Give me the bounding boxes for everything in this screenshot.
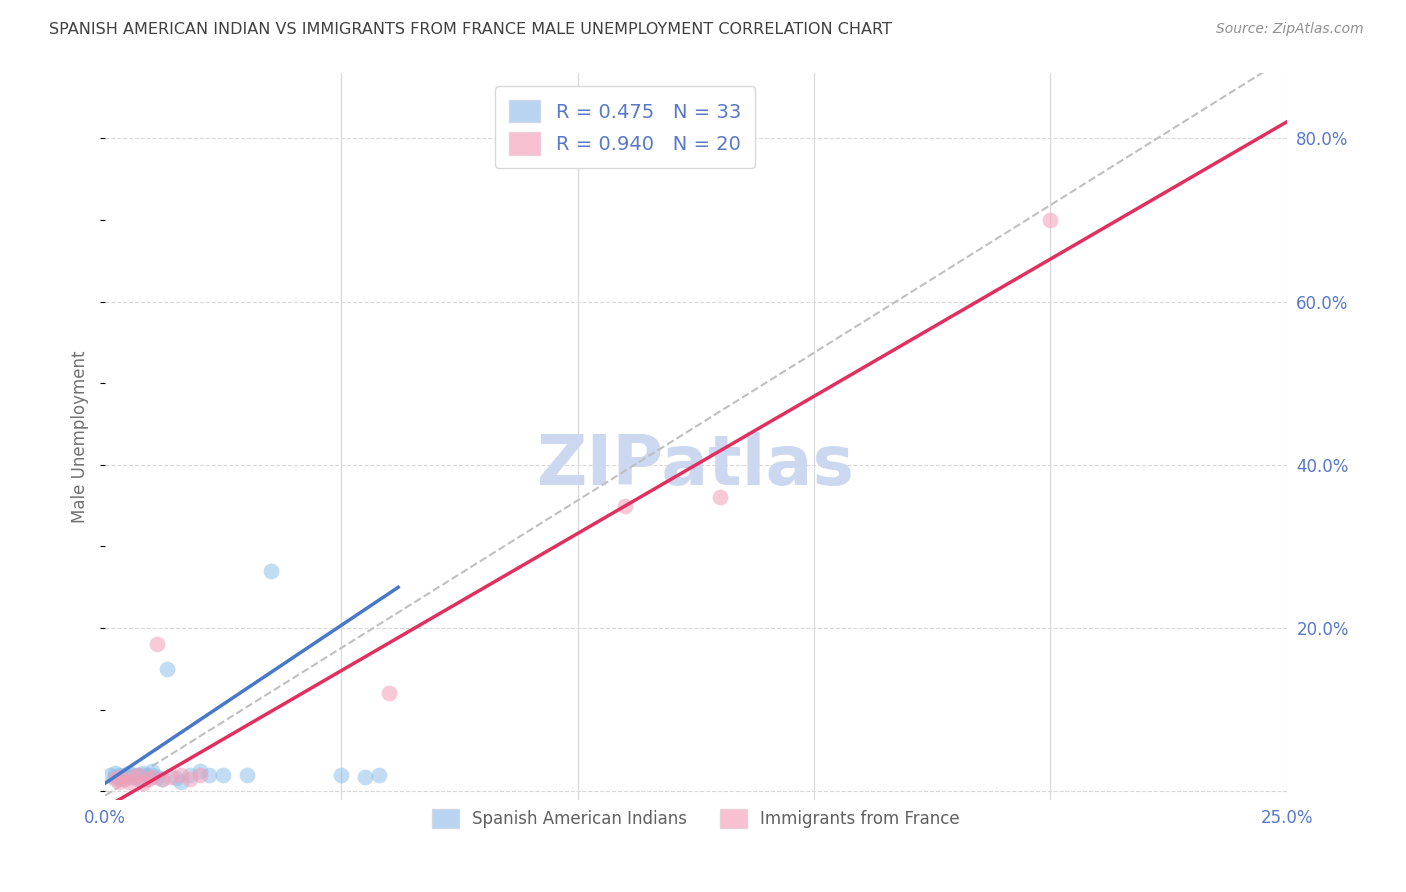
Point <box>179 772 201 786</box>
Point <box>188 764 211 778</box>
Text: Source: ZipAtlas.com: Source: ZipAtlas.com <box>1216 22 1364 37</box>
Point <box>108 774 131 789</box>
Point <box>122 770 145 784</box>
Point <box>122 768 145 782</box>
Point <box>136 770 159 784</box>
Point <box>330 768 353 782</box>
Point <box>188 768 211 782</box>
Point <box>127 772 149 786</box>
Point <box>1039 213 1062 227</box>
Point <box>108 768 131 782</box>
Point <box>118 770 141 784</box>
Point <box>160 770 183 784</box>
Point <box>118 766 141 780</box>
Point <box>170 768 193 782</box>
Point <box>212 768 235 782</box>
Point <box>141 768 163 782</box>
Y-axis label: Male Unemployment: Male Unemployment <box>72 350 89 523</box>
Point <box>104 770 127 784</box>
Point <box>98 768 121 782</box>
Point <box>150 772 173 786</box>
Point <box>127 768 149 782</box>
Point <box>368 768 391 782</box>
Point <box>354 770 377 784</box>
Point <box>259 564 281 578</box>
Point <box>146 637 169 651</box>
Point <box>141 770 163 784</box>
Point <box>198 768 221 782</box>
Point <box>132 768 155 782</box>
Point <box>104 766 127 780</box>
Point <box>132 776 155 790</box>
Point <box>709 491 731 505</box>
Point <box>377 686 399 700</box>
Point <box>104 772 127 786</box>
Point <box>112 772 135 786</box>
Point <box>118 774 141 789</box>
Point <box>146 771 169 785</box>
Legend: Spanish American Indians, Immigrants from France: Spanish American Indians, Immigrants fro… <box>425 802 966 835</box>
Point <box>108 770 131 784</box>
Point <box>179 768 201 782</box>
Point <box>170 774 193 789</box>
Point <box>156 662 179 676</box>
Point <box>614 499 637 513</box>
Point <box>122 770 145 784</box>
Point <box>108 772 131 786</box>
Text: SPANISH AMERICAN INDIAN VS IMMIGRANTS FROM FRANCE MALE UNEMPLOYMENT CORRELATION : SPANISH AMERICAN INDIAN VS IMMIGRANTS FR… <box>49 22 891 37</box>
Point <box>112 768 135 782</box>
Point <box>127 768 149 782</box>
Point <box>112 772 135 786</box>
Text: ZIPatlas: ZIPatlas <box>537 432 855 499</box>
Point <box>108 770 131 784</box>
Point <box>136 772 159 786</box>
Point <box>236 768 259 782</box>
Point <box>141 764 163 778</box>
Point <box>132 766 155 780</box>
Point <box>150 772 173 786</box>
Point <box>165 772 187 786</box>
